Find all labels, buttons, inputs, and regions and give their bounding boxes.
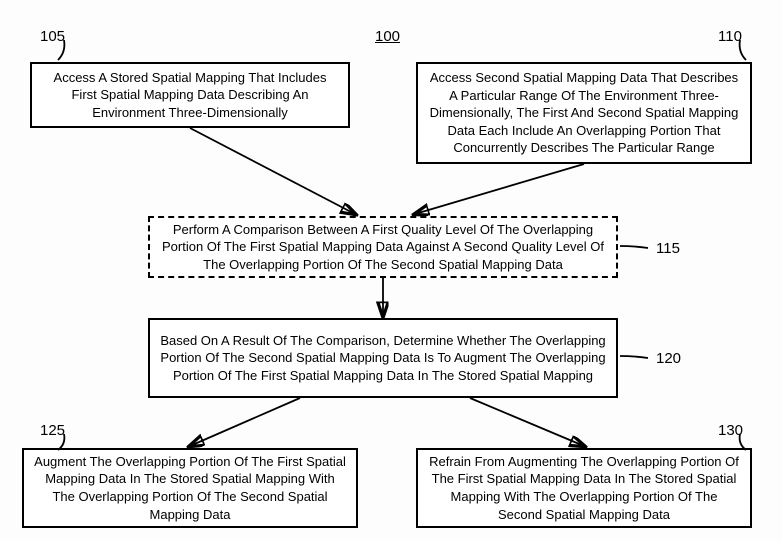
ref-115: 115 (656, 240, 680, 257)
node-105: Access A Stored Spatial Mapping That Inc… (30, 62, 350, 128)
figure-number: 100 (375, 28, 400, 45)
ref-120: 120 (656, 350, 681, 367)
ref-125: 125 (40, 422, 65, 439)
node-120: Based On A Result Of The Comparison, Det… (148, 318, 618, 398)
ref-130: 130 (718, 422, 743, 439)
node-110: Access Second Spatial Mapping Data That … (416, 62, 752, 164)
ref-110: 110 (718, 28, 742, 45)
node-130: Refrain From Augmenting The Overlapping … (416, 448, 752, 528)
node-125: Augment The Overlapping Portion Of The F… (22, 448, 358, 528)
node-115: Perform A Comparison Between A First Qua… (148, 216, 618, 278)
ref-105: 105 (40, 28, 65, 45)
